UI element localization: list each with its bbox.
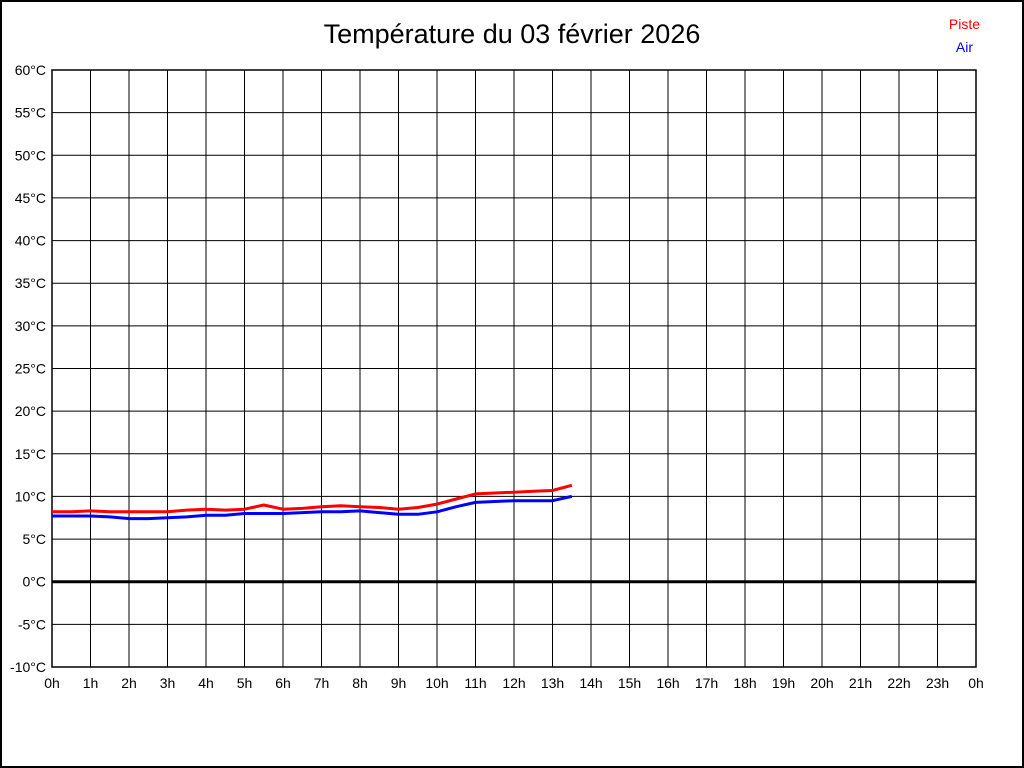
y-tick-label: 60°C (15, 62, 46, 78)
x-tick-label: 9h (391, 675, 407, 691)
x-tick-label: 18h (733, 675, 756, 691)
y-tick-label: 55°C (15, 105, 46, 121)
x-tick-label: 5h (237, 675, 253, 691)
x-tick-label: 11h (464, 675, 486, 691)
x-tick-label: 16h (656, 675, 679, 691)
x-tick-label: 0h (44, 675, 60, 691)
plot-border (51, 69, 977, 668)
y-tick-label: 40°C (15, 233, 46, 249)
y-tick-label: -10°C (10, 659, 46, 675)
x-tick-label: 21h (849, 675, 872, 691)
x-tick-label: 4h (198, 675, 214, 691)
x-tick-label: 22h (887, 675, 910, 691)
x-tick-label: 3h (160, 675, 176, 691)
y-tick-label: 50°C (15, 147, 46, 163)
x-tick-label: 20h (810, 675, 833, 691)
y-tick-label: -5°C (18, 616, 46, 632)
y-tick-label: 20°C (15, 403, 46, 419)
x-tick-label: 23h (926, 675, 949, 691)
y-tick-label: 15°C (15, 446, 46, 462)
x-tick-label: 17h (695, 675, 718, 691)
x-tick-label: 19h (772, 675, 795, 691)
x-tick-label: 7h (314, 675, 330, 691)
chart-title: Température du 03 février 2026 (323, 19, 701, 49)
x-tick-label: 8h (352, 675, 368, 691)
x-tick-label: 12h (502, 675, 525, 691)
y-tick-label: 5°C (23, 531, 47, 547)
x-tick-label: 2h (121, 675, 137, 691)
legend-item-piste: Piste (948, 16, 980, 32)
y-tick-label: 0°C (23, 574, 47, 590)
x-tick-label: 10h (425, 675, 448, 691)
series-line-piste (52, 483, 573, 514)
x-tick-label: 0h (968, 675, 984, 691)
legend: Piste Air (949, 13, 980, 59)
y-tick-label: 25°C (15, 361, 46, 377)
y-tick-label: 45°C (15, 190, 46, 206)
x-tick-label: 1h (83, 675, 99, 691)
x-tick-label: 14h (579, 675, 602, 691)
y-tick-label: 35°C (15, 275, 46, 291)
series-line-air (52, 494, 573, 521)
y-tick-label: 30°C (15, 318, 46, 334)
x-tick-label: 15h (618, 675, 641, 691)
x-tick-label: 6h (275, 675, 291, 691)
x-tick-label: 13h (541, 675, 564, 691)
y-tick-label: 10°C (15, 488, 46, 504)
legend-item-air: Air (955, 39, 973, 55)
